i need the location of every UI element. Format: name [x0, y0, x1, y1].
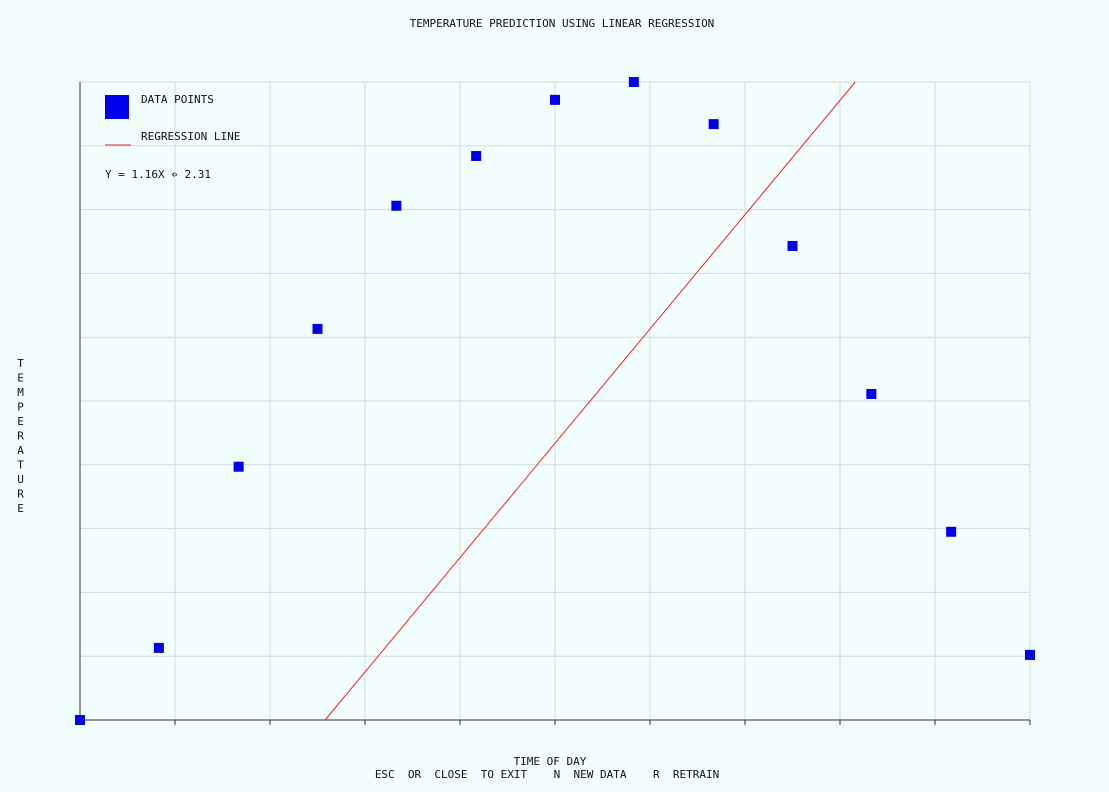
data-point	[946, 526, 957, 537]
data-point	[153, 642, 164, 653]
grid	[79, 81, 1031, 725]
data-point	[75, 715, 85, 725]
chart-title: TEMPERATURE PREDICTION USING LINEAR REGR…	[410, 17, 715, 30]
data-point	[312, 323, 323, 334]
x-axis-label: TIME OF DAY	[514, 755, 587, 768]
legend-label: DATA POINTS	[141, 93, 214, 106]
legend: DATA POINTS REGRESSION LINE	[105, 93, 240, 146]
regression-line	[324, 81, 856, 721]
data-point	[628, 77, 639, 87]
equation: Y = 1.16X ⋄ 2.31	[105, 168, 211, 181]
legend-label: REGRESSION LINE	[141, 130, 240, 143]
plot-area	[75, 77, 1035, 725]
footer-help: ESC OR CLOSE TO EXIT N NEW DATA R RETRAI…	[375, 768, 719, 781]
legend-swatch	[105, 95, 129, 119]
data-point	[866, 388, 877, 399]
data-point	[550, 94, 560, 105]
y-axis-label: TEMPERATURE	[14, 357, 27, 517]
data-point	[391, 200, 402, 211]
data-point	[233, 461, 244, 472]
data-point	[471, 151, 482, 162]
data-point	[787, 240, 798, 251]
data-point	[708, 119, 719, 130]
data-point	[1025, 649, 1035, 660]
